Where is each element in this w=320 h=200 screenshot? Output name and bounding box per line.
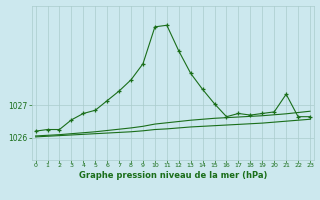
X-axis label: Graphe pression niveau de la mer (hPa): Graphe pression niveau de la mer (hPa) <box>79 171 267 180</box>
